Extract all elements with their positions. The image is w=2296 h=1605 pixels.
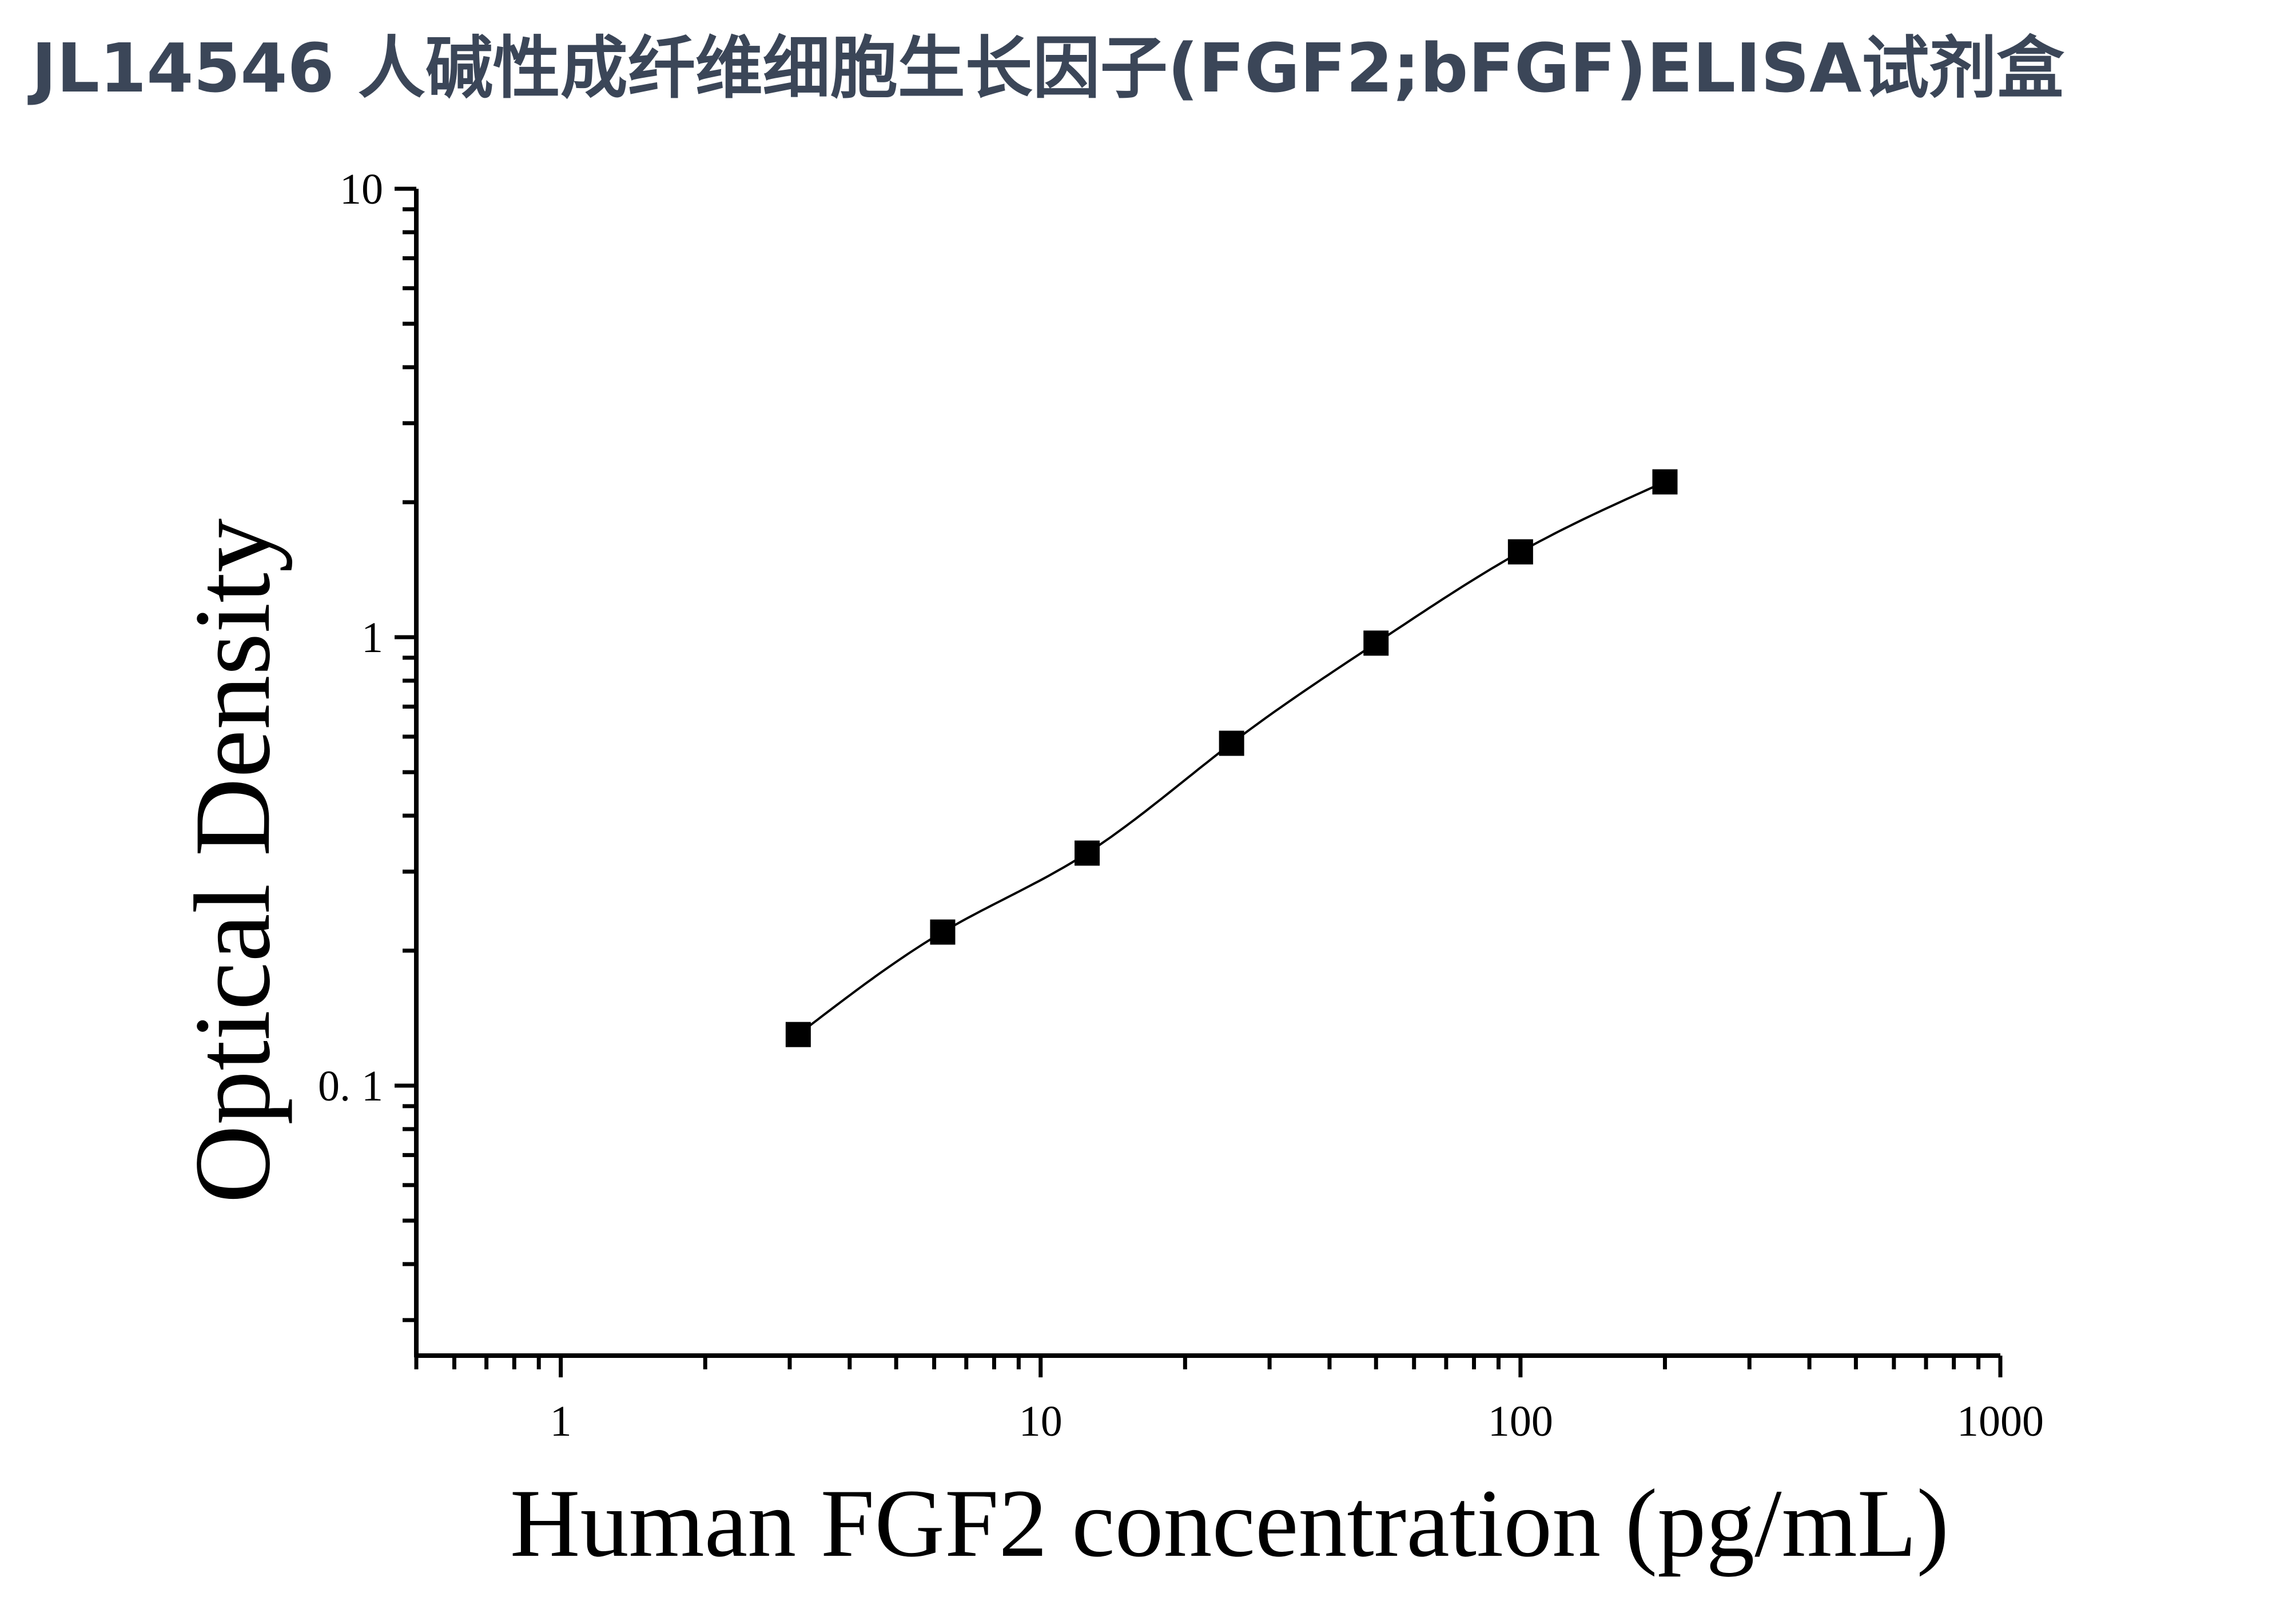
data-point xyxy=(1363,630,1389,656)
x-tick-label: 1000 xyxy=(1957,1397,2044,1445)
fit-curve xyxy=(797,480,1666,1036)
x-tick-label: 10 xyxy=(1019,1397,1063,1445)
data-point xyxy=(1219,730,1244,756)
data-point xyxy=(1507,539,1533,565)
data-point xyxy=(930,919,956,945)
y-axis-label: Optical Density xyxy=(173,518,293,1203)
y-tick-label: 0. 1 xyxy=(318,1062,383,1110)
y-tick-label: 1 xyxy=(361,614,383,662)
data-point xyxy=(785,1022,811,1047)
data-points xyxy=(785,469,1678,1047)
axes: 1 10 100 1000 0. 1 1 10 xyxy=(318,165,2044,1445)
x-axis-label: Human FGF2 concentration (pg/mL) xyxy=(510,1469,1949,1577)
x-tick-label: 100 xyxy=(1488,1397,1553,1445)
data-point xyxy=(1075,840,1100,866)
data-point xyxy=(1652,469,1678,495)
x-tick-label: 1 xyxy=(550,1397,572,1445)
chart-title: JL14546 人碱性成纤维细胞生长因子(FGF2;bFGF)ELISA试剂盒 xyxy=(27,29,2064,108)
y-tick-label: 10 xyxy=(340,165,383,213)
fit-curve-layer xyxy=(797,480,1666,1036)
